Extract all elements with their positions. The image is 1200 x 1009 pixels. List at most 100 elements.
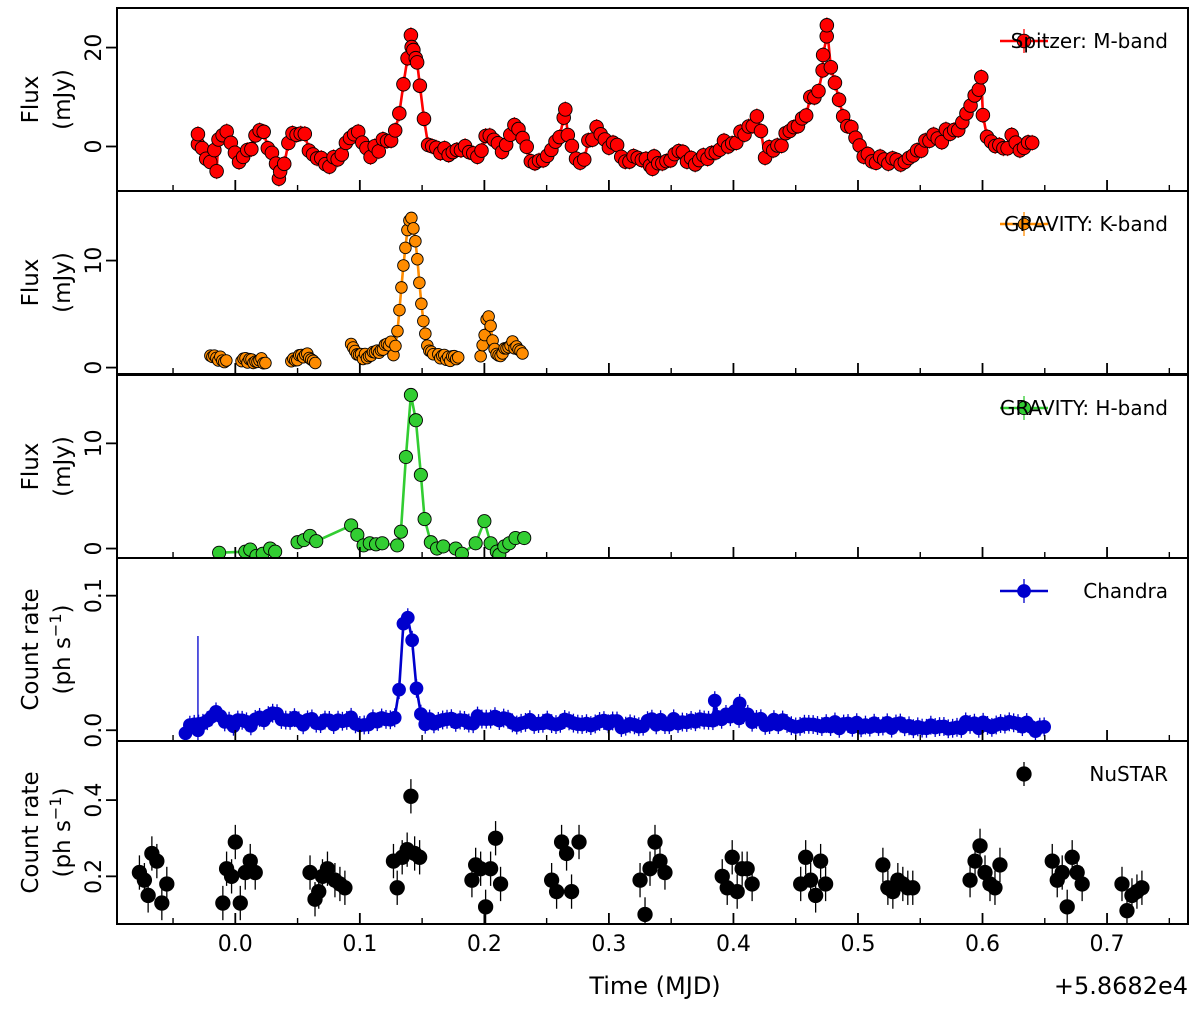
data-point <box>409 234 422 248</box>
data-point <box>415 297 428 311</box>
data-point <box>1064 849 1080 865</box>
y-tick-label: 0.1 <box>82 578 107 613</box>
data-point <box>962 872 978 888</box>
y-tick-label: 10 <box>82 247 107 275</box>
data-point <box>309 356 322 370</box>
legend-marker <box>1017 584 1031 598</box>
data-point <box>905 880 921 896</box>
data-point <box>571 834 587 850</box>
y-axis-label-line2: (mJy) <box>50 436 76 497</box>
x-tick-label: 0.3 <box>591 932 626 957</box>
data-point <box>416 111 432 127</box>
data-point <box>411 849 428 865</box>
data-point <box>739 861 755 877</box>
data-point <box>729 883 745 900</box>
y-axis-label-line2: (mJy) <box>50 252 76 313</box>
data-point <box>971 82 987 97</box>
x-tick-label: 0.1 <box>342 932 377 957</box>
data-point <box>564 138 580 154</box>
data-point <box>319 861 336 877</box>
y-tick-label: 10 <box>82 429 107 457</box>
data-point <box>232 895 248 911</box>
data-point <box>413 467 428 482</box>
panel-spitzer: 0 20 Flux (mJy) Spitzer: M-band <box>18 7 1189 192</box>
data-point <box>774 138 789 153</box>
data-point <box>417 314 430 328</box>
data-point <box>140 887 156 904</box>
data-point <box>563 883 580 900</box>
data-point <box>1134 880 1150 896</box>
data-point <box>517 530 532 546</box>
legend-label: Spitzer: M-band <box>1011 29 1168 53</box>
data-point <box>350 527 365 542</box>
x-axis-offset-label: +5.8682e4 <box>1054 972 1188 1000</box>
data-point <box>400 610 415 625</box>
legend-marker <box>1017 217 1031 231</box>
data-point <box>484 319 497 333</box>
data-point <box>468 536 483 551</box>
legend-nustar: NuSTAR <box>1016 762 1168 786</box>
data-point <box>477 899 494 915</box>
data-chandra <box>178 608 1052 741</box>
y-axis-label-line1: Count rate <box>18 588 44 710</box>
panel-frame <box>116 740 1189 925</box>
data-point <box>389 339 402 353</box>
panel-nustar: 0.2 0.4 Count rate (ph s−1) NuSTAR <box>18 740 1189 925</box>
data-point <box>482 861 499 877</box>
data-point <box>397 259 410 272</box>
data-point <box>451 351 465 364</box>
data-point <box>637 906 653 923</box>
data-point <box>259 356 272 370</box>
x-tick-label: 0.5 <box>840 932 875 957</box>
data-point <box>159 876 175 892</box>
x-tick-label: 0.7 <box>1090 932 1125 957</box>
data-point <box>1037 719 1052 734</box>
data-point <box>1114 876 1130 892</box>
data-point <box>487 830 504 846</box>
data-point <box>154 895 170 911</box>
data-point <box>632 872 648 888</box>
data-point <box>474 350 487 363</box>
y-axis-label-line1: Flux <box>18 259 44 307</box>
legend-label: GRAVITY: K-band <box>1004 212 1168 236</box>
data-point <box>215 895 231 911</box>
y-tick-label: 0.4 <box>82 783 107 818</box>
data-point <box>212 545 227 558</box>
panel-gravity_k: 0 10 Flux (mJy) GRAVITY: K-band <box>18 190 1189 375</box>
data-point <box>454 546 470 558</box>
y-tick-label: 20 <box>82 34 107 62</box>
data-point <box>753 123 769 139</box>
data-point <box>244 141 259 157</box>
data-point <box>413 276 426 290</box>
y-tick-label: 0 <box>82 361 107 375</box>
data-point <box>403 387 418 403</box>
data-point <box>405 211 418 225</box>
data-point <box>396 77 411 92</box>
data-point <box>724 849 740 865</box>
y-tick-label: 0.2 <box>82 859 107 894</box>
data-point <box>477 514 492 529</box>
data-point <box>811 83 826 99</box>
data-point <box>392 682 406 697</box>
data-point <box>375 536 390 551</box>
data-point <box>411 252 424 266</box>
data-point <box>398 449 413 465</box>
data-point <box>817 876 834 892</box>
data-gravity_k <box>204 211 529 370</box>
data-point <box>744 876 760 892</box>
data-point <box>387 123 403 138</box>
data-point <box>223 868 240 884</box>
data-point <box>1054 864 1070 881</box>
x-axis-label: Time (MJD) <box>588 972 720 1000</box>
data-point <box>209 163 224 179</box>
data-point <box>409 681 424 696</box>
data-point <box>807 887 824 904</box>
data-point <box>391 324 404 338</box>
data-point <box>268 544 283 558</box>
data-point <box>337 880 353 896</box>
data-point <box>1059 899 1075 915</box>
legend-marker <box>1016 33 1032 49</box>
x-tick-label: 0.0 <box>218 932 253 957</box>
data-point <box>815 47 831 63</box>
